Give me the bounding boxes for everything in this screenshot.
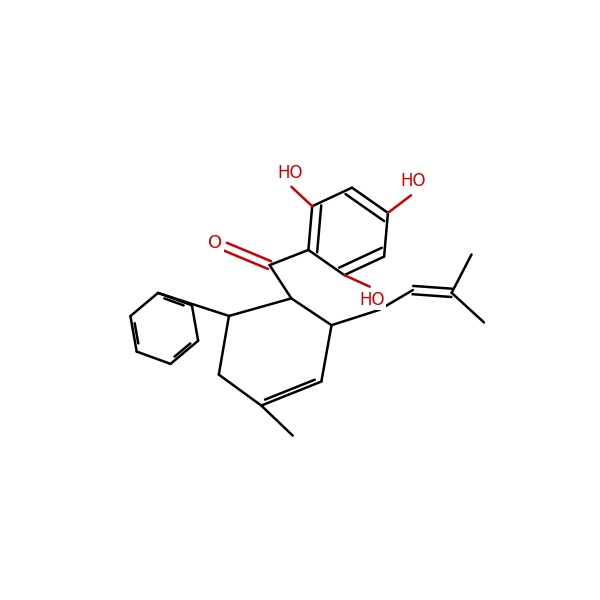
Text: HO: HO — [278, 164, 303, 182]
Text: O: O — [208, 234, 222, 252]
Text: HO: HO — [401, 172, 426, 190]
Text: HO: HO — [359, 290, 385, 308]
